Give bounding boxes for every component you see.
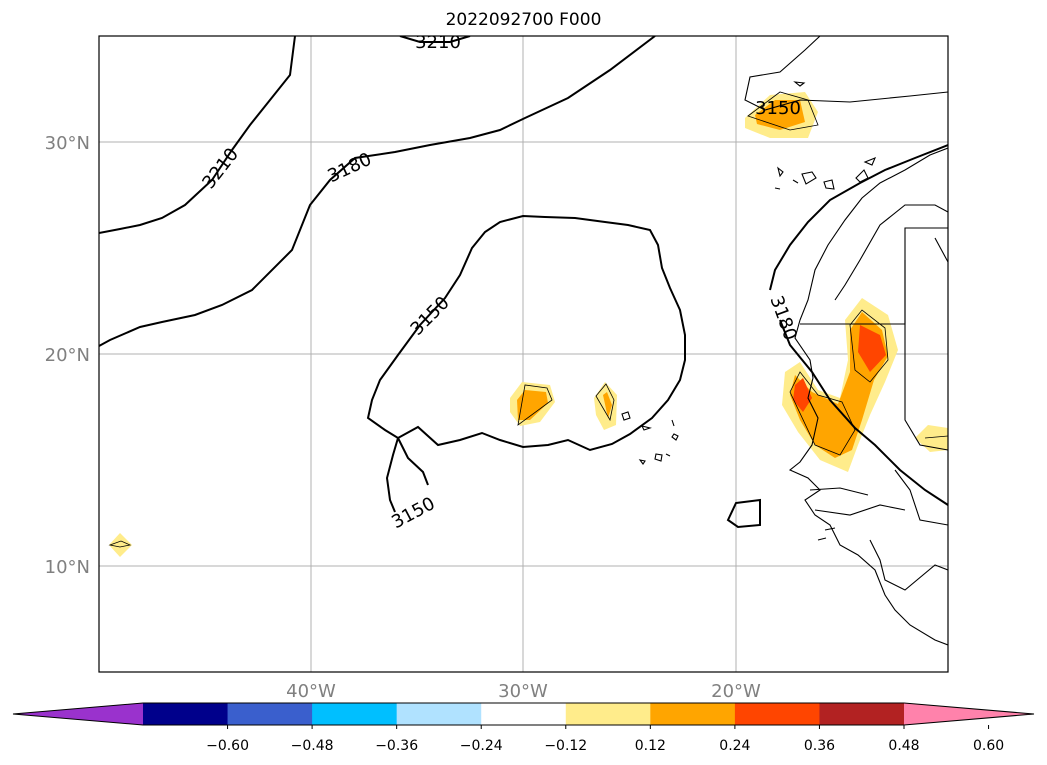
colorbar-tick-label: −0.12: [544, 738, 587, 754]
lat-label-30n: 30°N: [45, 133, 90, 154]
iberia-coast: [744, 36, 948, 111]
contour-label: 3150: [755, 98, 801, 119]
border-inland-3: [814, 504, 906, 516]
longitude-labels: 40°W 30°W 20°W: [286, 681, 761, 702]
shading-east-edge: [915, 425, 948, 452]
colorbar-segment: [650, 703, 736, 725]
contour-label: 3210: [198, 144, 243, 193]
border-inland-1: [834, 204, 948, 301]
lat-label-20n: 20°N: [45, 345, 90, 366]
border-inland-2: [809, 487, 869, 496]
colorbar-segment: [565, 703, 651, 725]
lon-label-20w: 20°W: [711, 681, 761, 702]
shading-west-2-core: [603, 392, 612, 418]
contour-3210-top: [399, 36, 471, 43]
shading-west-1-core: [517, 390, 548, 420]
colorbar-tick-label: 0.60: [973, 738, 1004, 754]
islands: [621, 81, 877, 541]
shading-far-west: [109, 533, 132, 557]
colorbar-tick-label: −0.24: [460, 738, 503, 754]
contour-3180: [99, 36, 656, 347]
contour-3210-west: [99, 36, 296, 234]
contour-label: 3210: [415, 32, 461, 53]
colorbar: [12, 702, 1035, 726]
colorbar-segment: [227, 703, 313, 725]
colorbar-tick-label: 0.12: [635, 738, 666, 754]
lon-label-40w: 40°W: [286, 681, 336, 702]
anomaly-shading: [109, 92, 948, 557]
colorbar-ticks: −0.60 −0.48 −0.36 −0.24 −0.12 0.12 0.24 0.36 0.4…: [206, 725, 1004, 754]
colorbar-tick-label: −0.48: [291, 738, 334, 754]
colorbar-tick-label: 0.36: [804, 738, 835, 754]
colorbar-segment: [481, 703, 567, 725]
colorbar-segment: [143, 703, 229, 725]
contour-3150-tail: [385, 437, 429, 513]
contour-3150-low: [366, 214, 686, 452]
plot-frame: [98, 35, 949, 673]
colorbar-extend-low: [13, 703, 143, 725]
border-inland-6: [934, 237, 948, 263]
gridlines: [99, 36, 948, 672]
border-inland-4: [869, 539, 948, 591]
shading-africa-red-1: [858, 325, 886, 372]
colorbar-tick-label: 0.24: [719, 738, 750, 754]
contour-3180-east: [769, 144, 948, 506]
border-mauritania-mali: [904, 260, 948, 451]
colorbar-segment: [819, 703, 905, 725]
colorbar-segment: [396, 703, 482, 725]
latitude-labels: 30°N 20°N 10°N: [45, 133, 90, 578]
africa-coast: [788, 147, 948, 646]
border-inland-5: [894, 469, 948, 526]
contour-labels: 3210 3210 3180 3150 3150 3150 3180: [198, 32, 801, 533]
colorbar-segment: [734, 703, 820, 725]
colorbar-tick-label: 0.48: [888, 738, 919, 754]
colorbar-extend-high: [904, 703, 1034, 725]
colorbar-tick-label: −0.36: [375, 738, 418, 754]
contour-label: 3180: [765, 293, 800, 343]
colorbar-tick-label: −0.60: [206, 738, 249, 754]
shading-africa-red-2: [793, 378, 812, 412]
contour-3150-small: [726, 498, 761, 529]
shading-outlines: [108, 91, 948, 548]
colorbar-outline: [12, 702, 1035, 726]
lat-label-10n: 10°N: [45, 557, 90, 578]
contour-label: 3180: [324, 149, 374, 187]
contour-label: 3150: [406, 292, 453, 339]
coastlines: [744, 36, 948, 646]
map-title: 2022092700 F000: [445, 10, 602, 30]
lon-label-30w: 30°W: [498, 681, 548, 702]
colorbar-segment: [312, 703, 398, 725]
height-contours: [99, 36, 948, 529]
contour-label: 3150: [388, 493, 438, 533]
